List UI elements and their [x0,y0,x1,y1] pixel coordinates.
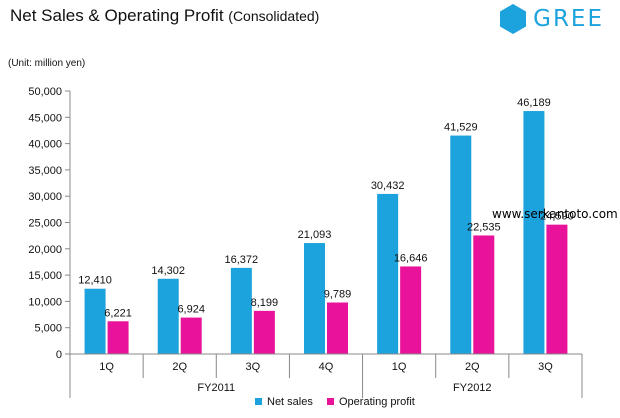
operating-profit-label: 6,221 [104,307,132,319]
operating-profit-label: 8,199 [251,297,279,309]
legend-swatch-net-sales [255,398,262,405]
y-tick-label: 10,000 [28,296,62,308]
y-tick-label: 45,000 [28,112,62,124]
x-tick-label: 4Q [319,361,334,373]
unit-label: (Unit: million yen) [8,58,86,69]
logo-text: GREE [533,6,604,32]
operating-profit-label: 9,789 [324,289,352,301]
net-sales-bar [157,278,179,354]
bars [84,111,568,354]
net-sales-bar [523,111,545,354]
x-tick-label: 2Q [172,361,187,373]
x-tick-label: 2Q [465,361,480,373]
legend: Net sales Operating profit [255,396,415,408]
y-tick-label: 40,000 [28,139,62,151]
y-tick-label: 50,000 [28,86,62,98]
operating-profit-bar [180,317,202,354]
y-tick-label: 0 [56,349,62,361]
net-sales-label: 41,529 [444,122,478,134]
data-labels: 12,410 6,221 14,302 6,924 16,372 8,199 21,093 9… [78,97,574,319]
chart-title-main: Net Sales & Operating Profit [10,6,224,25]
y-tick-label: 15,000 [28,270,62,282]
operating-profit-bar [400,266,422,354]
y-tick-label: 35,000 [28,165,62,177]
net-sales-label: 30,432 [371,180,405,192]
operating-profit-bar [253,310,275,354]
operating-profit-bar [473,235,495,354]
net-sales-bar [450,135,472,354]
net-sales-bar [377,193,399,354]
x-axis: 1Q 2Q 3Q 4Q 1Q 2Q 3Q FY2011 FY2012 [69,353,583,398]
legend-swatch-operating-profit [327,398,334,405]
operating-profit-label: 24,590 [540,211,574,223]
operating-profit-bar [546,224,568,354]
x-tick-label: 1Q [99,361,114,373]
chart-title: Net Sales & Operating Profit (Consolidat… [10,6,319,26]
net-sales-label: 46,189 [517,97,551,109]
y-tick-label: 20,000 [28,244,62,256]
net-sales-label: 12,410 [78,275,112,287]
legend-label-operating-profit: Operating profit [339,396,415,408]
net-sales-bar [84,288,106,354]
x-tick-label: 1Q [392,361,407,373]
net-sales-label: 14,302 [151,265,185,277]
net-sales-label: 21,093 [298,229,332,241]
group-label: FY2012 [453,382,492,394]
y-tick-label: 25,000 [28,218,62,230]
operating-profit-label: 16,646 [394,252,428,264]
y-tick-label: 5,000 [34,323,62,335]
net-sales-bar [230,267,252,354]
y-tick-label: 30,000 [28,191,62,203]
operating-profit-bar [107,321,129,354]
gree-logo: GREE [498,3,604,35]
hexagon-logo-icon [500,4,527,34]
y-axis: 0 5,000 10,000 15,000 20,000 25,000 30,000 35,0… [28,86,71,361]
operating-profit-label: 6,924 [177,304,205,316]
x-tick-label: 3Q [538,361,553,373]
watermark: www.serkantoto.com [492,207,618,221]
operating-profit-bar [327,302,348,354]
x-tick-label: 3Q [246,361,261,373]
chart-title-sub: (Consolidated) [228,8,320,24]
net-sales-label: 16,372 [225,254,259,266]
group-label: FY2011 [197,382,235,394]
operating-profit-label: 22,535 [467,221,501,233]
legend-label-net-sales: Net sales [267,396,313,408]
net-sales-bar [304,243,325,354]
